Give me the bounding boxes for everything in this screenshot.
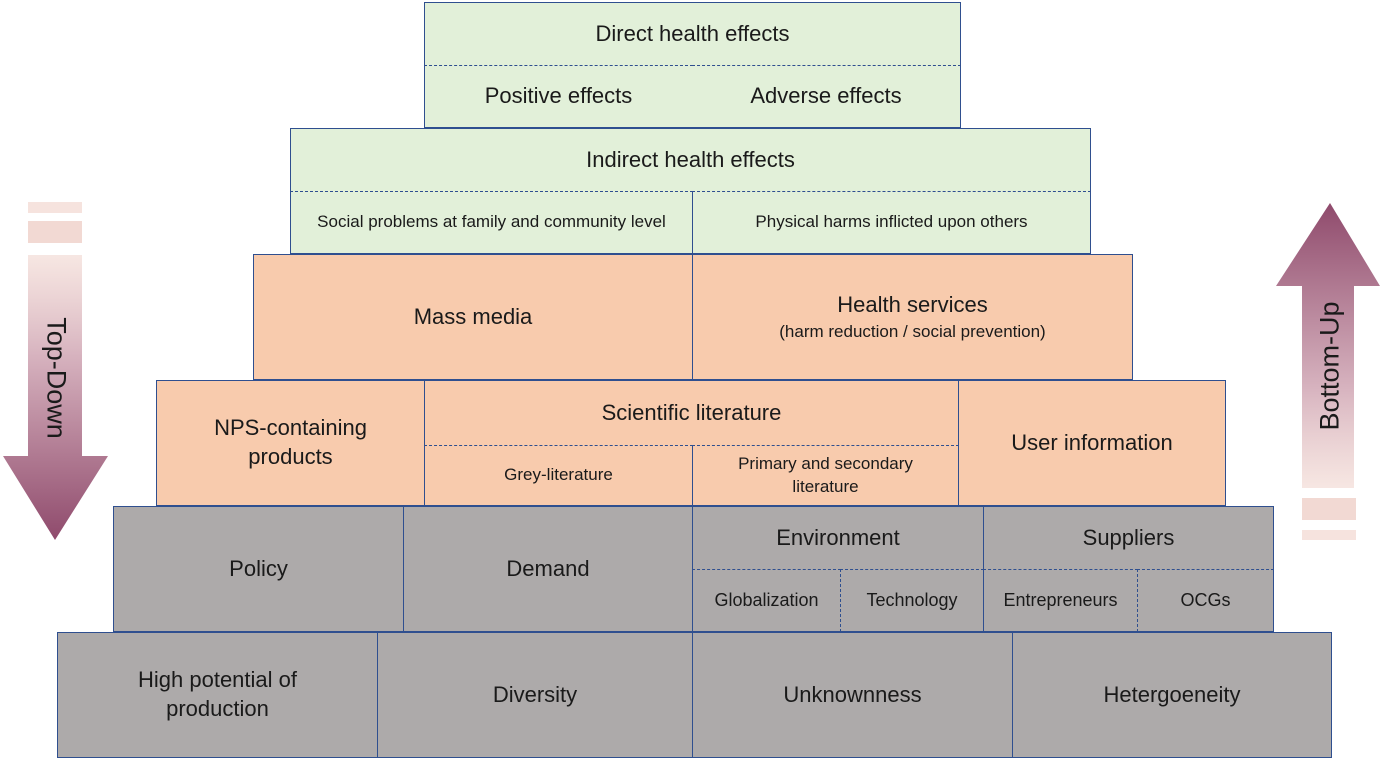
demand-cell: Demand: [403, 506, 693, 632]
direct-health-effects-title: Direct health effects: [424, 2, 961, 66]
health-services-cell: Health services (harm reduction / social…: [692, 254, 1133, 380]
health-services-title: Health services: [837, 291, 988, 317]
primary-secondary-literature-cell: Primary and secondary literature: [692, 445, 959, 506]
diversity-cell: Diversity: [377, 632, 693, 758]
positive-effects-cell: Positive effects: [424, 65, 693, 128]
heterogeneity-cell: Hetergoeneity: [1012, 632, 1332, 758]
ocgs-cell: OCGs: [1137, 569, 1274, 632]
user-information-cell: User information: [958, 380, 1226, 506]
social-problems-cell: Social problems at family and community …: [290, 191, 693, 254]
globalization-cell: Globalization: [692, 569, 841, 632]
physical-harms-cell: Physical harms inflicted upon others: [692, 191, 1091, 254]
bottom-up-label: Bottom-Up: [1314, 301, 1345, 431]
top-down-arrow: [3, 202, 108, 540]
mass-media-cell: Mass media: [253, 254, 693, 380]
technology-cell: Technology: [840, 569, 984, 632]
health-services-subtitle: (harm reduction / social prevention): [779, 322, 1046, 342]
adverse-effects-cell: Adverse effects: [692, 65, 961, 128]
high-potential-cell: High potential of production: [57, 632, 378, 758]
top-down-label: Top-Down: [41, 317, 72, 439]
indirect-health-effects-title: Indirect health effects: [290, 128, 1091, 192]
bottom-up-arrow: [1276, 203, 1380, 540]
nps-products-cell: NPS-containing products: [156, 380, 425, 506]
scientific-literature-title: Scientific literature: [424, 380, 959, 446]
environment-title: Environment: [692, 506, 984, 570]
grey-literature-cell: Grey-literature: [424, 445, 693, 506]
entrepreneurs-cell: Entrepreneurs: [983, 569, 1138, 632]
suppliers-title: Suppliers: [983, 506, 1274, 570]
policy-cell: Policy: [113, 506, 404, 632]
unknownness-cell: Unknownness: [692, 632, 1013, 758]
